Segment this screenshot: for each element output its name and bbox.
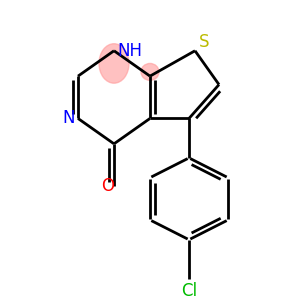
Text: S: S <box>199 33 209 51</box>
Text: NH: NH <box>117 42 142 60</box>
Text: N: N <box>62 110 75 128</box>
Text: Cl: Cl <box>181 282 197 300</box>
Text: O: O <box>101 177 115 195</box>
Ellipse shape <box>99 44 129 83</box>
Circle shape <box>141 63 159 80</box>
